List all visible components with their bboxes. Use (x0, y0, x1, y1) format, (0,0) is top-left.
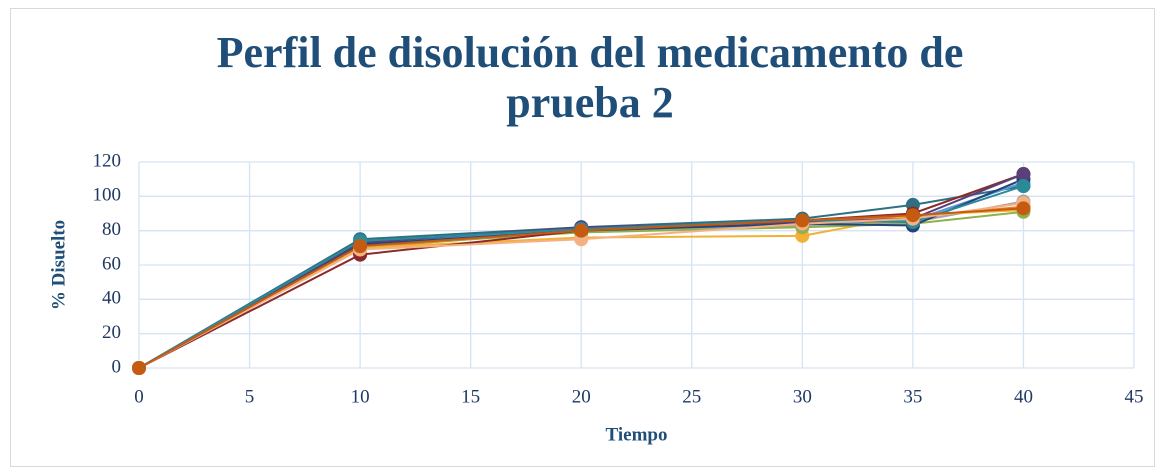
y-tick-label: 120 (93, 150, 122, 171)
x-tick-label: 40 (1014, 386, 1033, 407)
x-tick-label: 15 (461, 386, 480, 407)
series-line (138, 185, 1024, 369)
data-point (1016, 201, 1031, 216)
y-axis-label: % Disuelto (48, 220, 69, 310)
y-tick-label: 0 (112, 356, 122, 377)
data-point (574, 223, 589, 238)
data-point (905, 208, 920, 223)
y-tick-label: 100 (93, 185, 122, 206)
x-tick-label: 45 (1125, 386, 1144, 407)
y-tick-label: 80 (102, 219, 121, 240)
y-tick-label: 20 (102, 322, 121, 343)
data-point (1016, 167, 1031, 182)
chart-title: Perfil de disolución del medicamento de … (216, 28, 964, 127)
y-tick-label: 60 (102, 253, 121, 274)
x-tick-label: 10 (351, 386, 370, 407)
x-tick-label: 25 (682, 386, 701, 407)
y-tick-label: 40 (102, 288, 121, 309)
data-point (1016, 179, 1031, 194)
series-line (138, 207, 1024, 369)
series-line (138, 178, 1024, 369)
data-point (795, 213, 810, 228)
data-point (132, 361, 146, 375)
x-tick-label: 0 (134, 386, 144, 407)
x-tick-label: 30 (793, 386, 812, 407)
x-tick-label: 20 (572, 386, 591, 407)
series-line (138, 202, 1024, 369)
x-tick-label: 35 (903, 386, 922, 407)
x-axis-label: Tiempo (606, 424, 668, 445)
x-tick-label: 5 (245, 386, 255, 407)
data-point (353, 239, 368, 254)
